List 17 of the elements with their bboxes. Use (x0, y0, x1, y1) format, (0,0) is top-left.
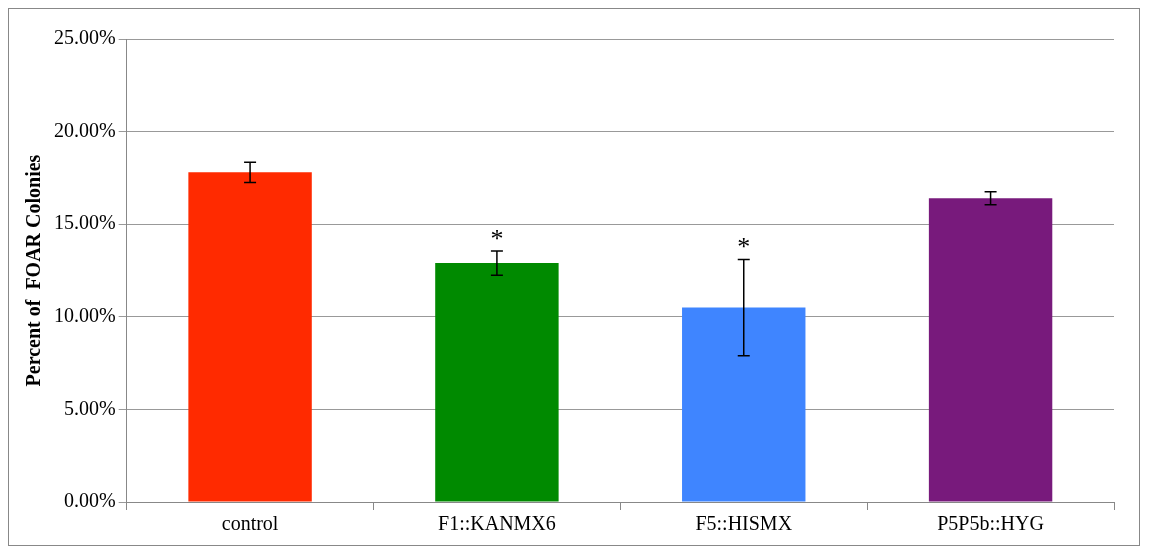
bar (682, 307, 806, 502)
bar (188, 172, 312, 502)
annotation: * (490, 223, 504, 253)
x-tick-label: F5::HISMX (695, 512, 793, 535)
y-tick-label: 25.00% (53, 26, 116, 49)
y-tick-label: 20.00% (53, 118, 116, 141)
y-axis-title: Percent of FOAR Colonies (22, 154, 45, 387)
y-tick-label: 10.00% (53, 304, 116, 327)
y-tick-label: 15.00% (53, 211, 116, 234)
x-tick-label: P5P5b::HYG (937, 512, 1044, 535)
y-tick-label: 5.00% (63, 396, 116, 419)
x-tick-label: F1::KANMX6 (438, 512, 556, 535)
y-tick-label: 0.00% (63, 489, 116, 512)
annotation: * (737, 232, 751, 262)
bar (435, 263, 559, 502)
bar (928, 198, 1053, 502)
x-tick-label: control (221, 512, 279, 535)
